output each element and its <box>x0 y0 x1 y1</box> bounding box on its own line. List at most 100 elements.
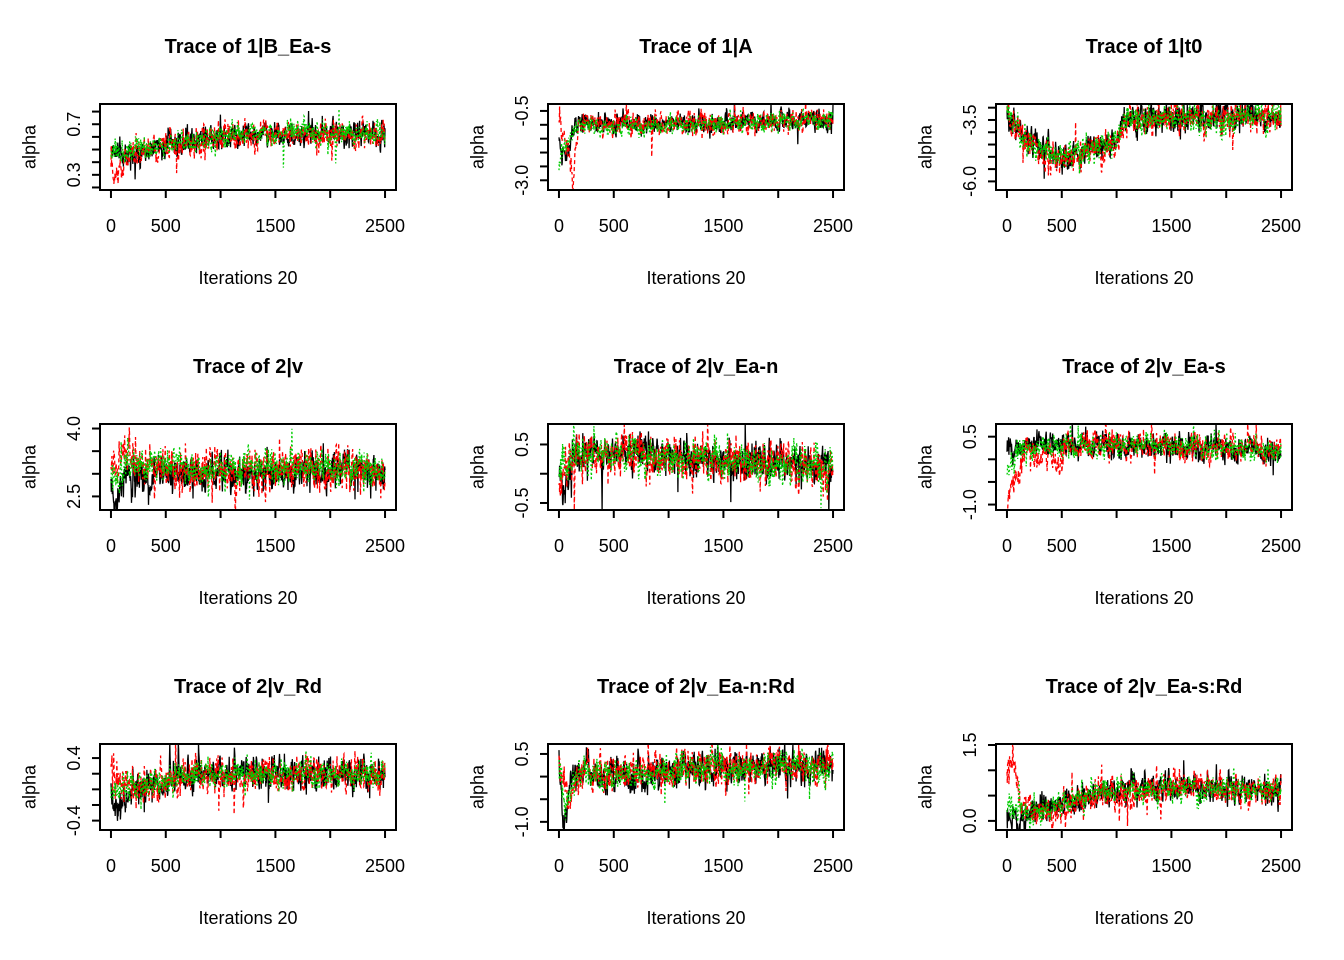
plot-title: Trace of 1|t0 <box>1085 36 1203 58</box>
trace-line-chain-2 <box>558 104 834 190</box>
x-tick-label: 500 <box>599 856 629 876</box>
plot-canvas-1: 0 500 1500 2500 0.3 0.7 <box>64 103 405 236</box>
plot-canvas-7: 0 500 1500 2500 -0.4 0.4 <box>64 743 405 876</box>
plot-title: Trace of 1|A <box>639 36 753 58</box>
trace-line-chain-3 <box>1006 424 1282 476</box>
x-tick-label: 0 <box>1002 536 1012 556</box>
x-axis-label: Iterations 20 <box>646 588 746 608</box>
x-tick-label: 1500 <box>255 536 295 556</box>
x-axis-label: Iterations 20 <box>198 588 298 608</box>
x-tick-label: 2500 <box>1261 536 1301 556</box>
plot-canvas-9: 0 500 1500 2500 0.0 1.5 <box>960 732 1301 876</box>
x-tick-label: 500 <box>151 216 181 236</box>
x-tick-label: 0 <box>554 216 564 236</box>
plot-canvas-2: 0 500 1500 2500 -3.0 -0.5 <box>512 95 853 236</box>
x-tick-label: 2500 <box>365 216 405 236</box>
x-axis-label: Iterations 20 <box>1094 588 1194 608</box>
x-tick-label: 500 <box>599 536 629 556</box>
x-axis-label: Iterations 20 <box>198 908 298 928</box>
trace-line-chain-2 <box>110 744 386 815</box>
y-tick-label: -3.0 <box>512 165 532 196</box>
y-tick-label: 0.5 <box>512 741 532 766</box>
y-tick-label: 0.4 <box>64 746 84 771</box>
x-tick-label: 1500 <box>703 536 743 556</box>
y-tick-label: 0.7 <box>64 112 84 137</box>
trace-line-chain-2 <box>1006 424 1282 510</box>
trace-plot-panel-4: 0 500 1500 2500 2.5 4.0 Trace of 2|v alpha It… <box>0 320 448 640</box>
trace-line-chain-3 <box>558 744 834 821</box>
plot-canvas-6: 0 500 1500 2500 -1.0 0.5 <box>960 423 1301 556</box>
x-axis-label: Iterations 20 <box>1094 268 1194 288</box>
x-tick-label: 2500 <box>813 216 853 236</box>
x-tick-label: 2500 <box>813 536 853 556</box>
x-tick-label: 500 <box>1047 536 1077 556</box>
plot-title: Trace of 1|B_Ea-s <box>164 36 332 58</box>
x-tick-label: 1500 <box>255 216 295 236</box>
trace-plot-panel-2: 0 500 1500 2500 -3.0 -0.5 Trace of 1|A alpha … <box>448 0 896 320</box>
x-tick-label: 1500 <box>703 856 743 876</box>
x-tick-label: 500 <box>1047 216 1077 236</box>
x-tick-label: 1500 <box>703 216 743 236</box>
trace-plot-panel-5: 0 500 1500 2500 -0.5 0.5 Trace of 2|v_Ea-n al… <box>448 320 896 640</box>
y-tick-label: 0.5 <box>960 424 980 449</box>
trace-plot-panel-8: 0 500 1500 2500 -1.0 0.5 Trace of 2|v_Ea-n:Rd… <box>448 640 896 960</box>
y-tick-label: -0.5 <box>512 487 532 518</box>
x-tick-label: 2500 <box>365 536 405 556</box>
x-axis-label: Iterations 20 <box>646 268 746 288</box>
trace-plot-panel-1: 0 500 1500 2500 0.3 0.7 Trace of 1|B_Ea-s alp… <box>0 0 448 320</box>
x-tick-label: 0 <box>106 536 116 556</box>
y-tick-label: 4.0 <box>64 416 84 441</box>
plot-title: Trace of 2|v_Ea-s:Rd <box>1045 676 1243 698</box>
x-tick-label: 0 <box>106 856 116 876</box>
x-tick-label: 0 <box>106 216 116 236</box>
trace-line-chain-3 <box>110 428 386 500</box>
y-tick-label: -1.0 <box>512 806 532 837</box>
x-tick-label: 2500 <box>1261 856 1301 876</box>
trace-plot-panel-9: 0 500 1500 2500 0.0 1.5 Trace of 2|v_Ea-s:Rd … <box>896 640 1344 960</box>
x-axis-label: Iterations 20 <box>646 908 746 928</box>
x-tick-label: 0 <box>1002 856 1012 876</box>
x-tick-label: 0 <box>1002 216 1012 236</box>
plot-title: Trace of 2|v <box>192 356 304 378</box>
trace-line-chain-3 <box>558 107 834 171</box>
plot-title: Trace of 2|v_Rd <box>174 676 322 698</box>
trace-plot-panel-3: 0 500 1500 2500 -6.0 -3.5 Trace of 1|t0 alpha… <box>896 0 1344 320</box>
x-tick-label: 500 <box>151 536 181 556</box>
trace-line-chain-3 <box>1006 104 1282 174</box>
x-tick-label: 2500 <box>365 856 405 876</box>
y-tick-label: -3.5 <box>960 104 980 135</box>
x-tick-label: 2500 <box>813 856 853 876</box>
x-tick-label: 500 <box>1047 856 1077 876</box>
x-tick-label: 500 <box>599 216 629 236</box>
trace-line-chain-3 <box>1006 767 1282 830</box>
x-tick-label: 0 <box>554 856 564 876</box>
x-tick-label: 500 <box>151 856 181 876</box>
y-tick-label: 0.0 <box>960 808 980 833</box>
trace-line-chain-1 <box>558 104 834 166</box>
x-axis-label: Iterations 20 <box>1094 908 1194 928</box>
x-tick-label: 0 <box>554 536 564 556</box>
plot-canvas-8: 0 500 1500 2500 -1.0 0.5 <box>512 741 853 876</box>
trace-line-chain-3 <box>110 108 386 168</box>
trace-plot-panel-7: 0 500 1500 2500 -0.4 0.4 Trace of 2|v_Rd alph… <box>0 640 448 960</box>
trace-line-chain-1 <box>1006 104 1282 179</box>
y-tick-label: 0.5 <box>512 432 532 457</box>
trace-line-chain-3 <box>110 750 386 810</box>
y-tick-label: -0.5 <box>512 95 532 126</box>
x-tick-label: 1500 <box>1151 216 1191 236</box>
plot-canvas-4: 0 500 1500 2500 2.5 4.0 <box>64 416 405 556</box>
plot-canvas-3: 0 500 1500 2500 -6.0 -3.5 <box>960 103 1301 236</box>
trace-line-chain-2 <box>110 115 386 184</box>
x-tick-label: 1500 <box>1151 856 1191 876</box>
plot-title: Trace of 2|v_Ea-s <box>1062 356 1226 378</box>
x-tick-label: 2500 <box>1261 216 1301 236</box>
trace-plot-panel-6: 0 500 1500 2500 -1.0 0.5 Trace of 2|v_Ea-s al… <box>896 320 1344 640</box>
plot-title: Trace of 2|v_Ea-n <box>613 356 779 378</box>
x-tick-label: 1500 <box>255 856 295 876</box>
trace-line-chain-3 <box>558 424 834 509</box>
plot-title: Trace of 2|v_Ea-n:Rd <box>597 676 795 698</box>
y-tick-label: -6.0 <box>960 166 980 197</box>
trace-line-chain-1 <box>110 110 386 180</box>
plot-canvas-5: 0 500 1500 2500 -0.5 0.5 <box>512 423 853 556</box>
